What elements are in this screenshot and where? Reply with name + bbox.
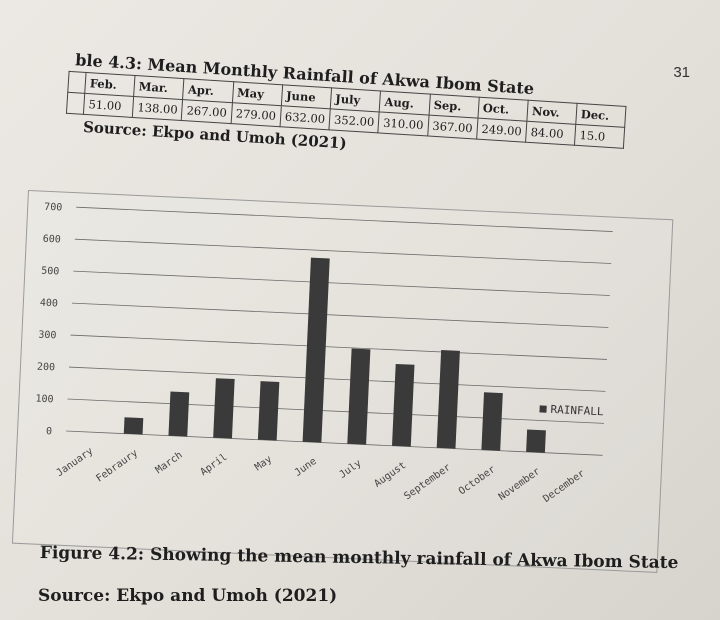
table-header-cell: Dec. [575, 103, 626, 128]
rainfall-chart: 0 100 200 300 400 500 600 700 January Febraury Mar… [11, 190, 674, 573]
table-cell [67, 71, 87, 94]
table-header-cell: Nov. [526, 100, 578, 125]
legend-swatch [539, 405, 547, 413]
gridline [66, 430, 603, 456]
x-tick-label: March [154, 450, 185, 476]
y-tick-label: 0 [46, 426, 53, 437]
chart-bar [213, 378, 235, 439]
table-header-cell: Feb. [84, 72, 135, 97]
chart-canvas: 0 100 200 300 400 500 600 700 January Febraury Mar… [35, 202, 613, 505]
y-tick-label: 400 [40, 298, 59, 310]
x-tick-label: December [541, 468, 587, 505]
table-cell: 352.00 [328, 108, 380, 133]
chart-bar [436, 349, 460, 449]
y-tick-label: 100 [35, 394, 54, 406]
chart-bar [526, 429, 546, 453]
x-tick-label: January [55, 446, 96, 479]
table-header-cell: Sep. [428, 94, 480, 119]
gridline [73, 270, 610, 296]
gridline [68, 366, 606, 392]
table-cell: 84.00 [525, 121, 576, 146]
table-cell: 51.00 [83, 93, 134, 118]
table-cell: 138.00 [132, 96, 183, 121]
legend-label: RAINFALL [550, 402, 604, 419]
gridline [67, 398, 605, 424]
x-tick-label: June [293, 456, 319, 479]
figure-source: Source: Ekpo and Umoh (2021) [38, 586, 338, 606]
gridline [70, 334, 607, 360]
table-cell: 15.0 [574, 124, 625, 149]
chart-bar [302, 257, 330, 443]
chart-bar [168, 391, 190, 437]
table-cell: 267.00 [181, 99, 232, 124]
chart-bar [123, 417, 144, 435]
gridline [76, 206, 613, 232]
y-tick-label: 700 [44, 202, 63, 214]
chart-bar [347, 348, 371, 445]
x-tick-label: November [497, 466, 543, 503]
x-tick-label: July [337, 458, 363, 481]
y-tick-label: 500 [41, 266, 60, 278]
x-tick-label: April [198, 452, 229, 478]
gridline [71, 302, 609, 328]
table-cell: 310.00 [378, 111, 429, 136]
table-header-cell: Oct. [477, 97, 529, 122]
table-cell: 367.00 [427, 115, 478, 140]
table-cell [66, 92, 85, 115]
page-number: 31 [673, 64, 690, 81]
chart-bar [257, 381, 280, 441]
y-tick-label: 600 [42, 234, 61, 246]
chart-bar [391, 363, 415, 447]
table-cell: 249.00 [476, 118, 527, 143]
gridline [74, 238, 612, 264]
x-tick-label: September [402, 462, 453, 502]
y-tick-label: 200 [37, 362, 56, 374]
table-cell: 632.00 [279, 105, 331, 130]
chart-bar [481, 392, 503, 451]
rainfall-table-block: ble 4.3: Mean Monthly Rainfall of Akwa I… [35, 48, 719, 176]
y-tick-label: 300 [38, 330, 57, 342]
x-tick-label: May [253, 454, 274, 473]
x-tick-label: August [372, 460, 408, 490]
x-tick-label: October [457, 464, 498, 497]
x-tick-label: Febraury [94, 448, 140, 485]
table-cell: 279.00 [230, 102, 282, 127]
